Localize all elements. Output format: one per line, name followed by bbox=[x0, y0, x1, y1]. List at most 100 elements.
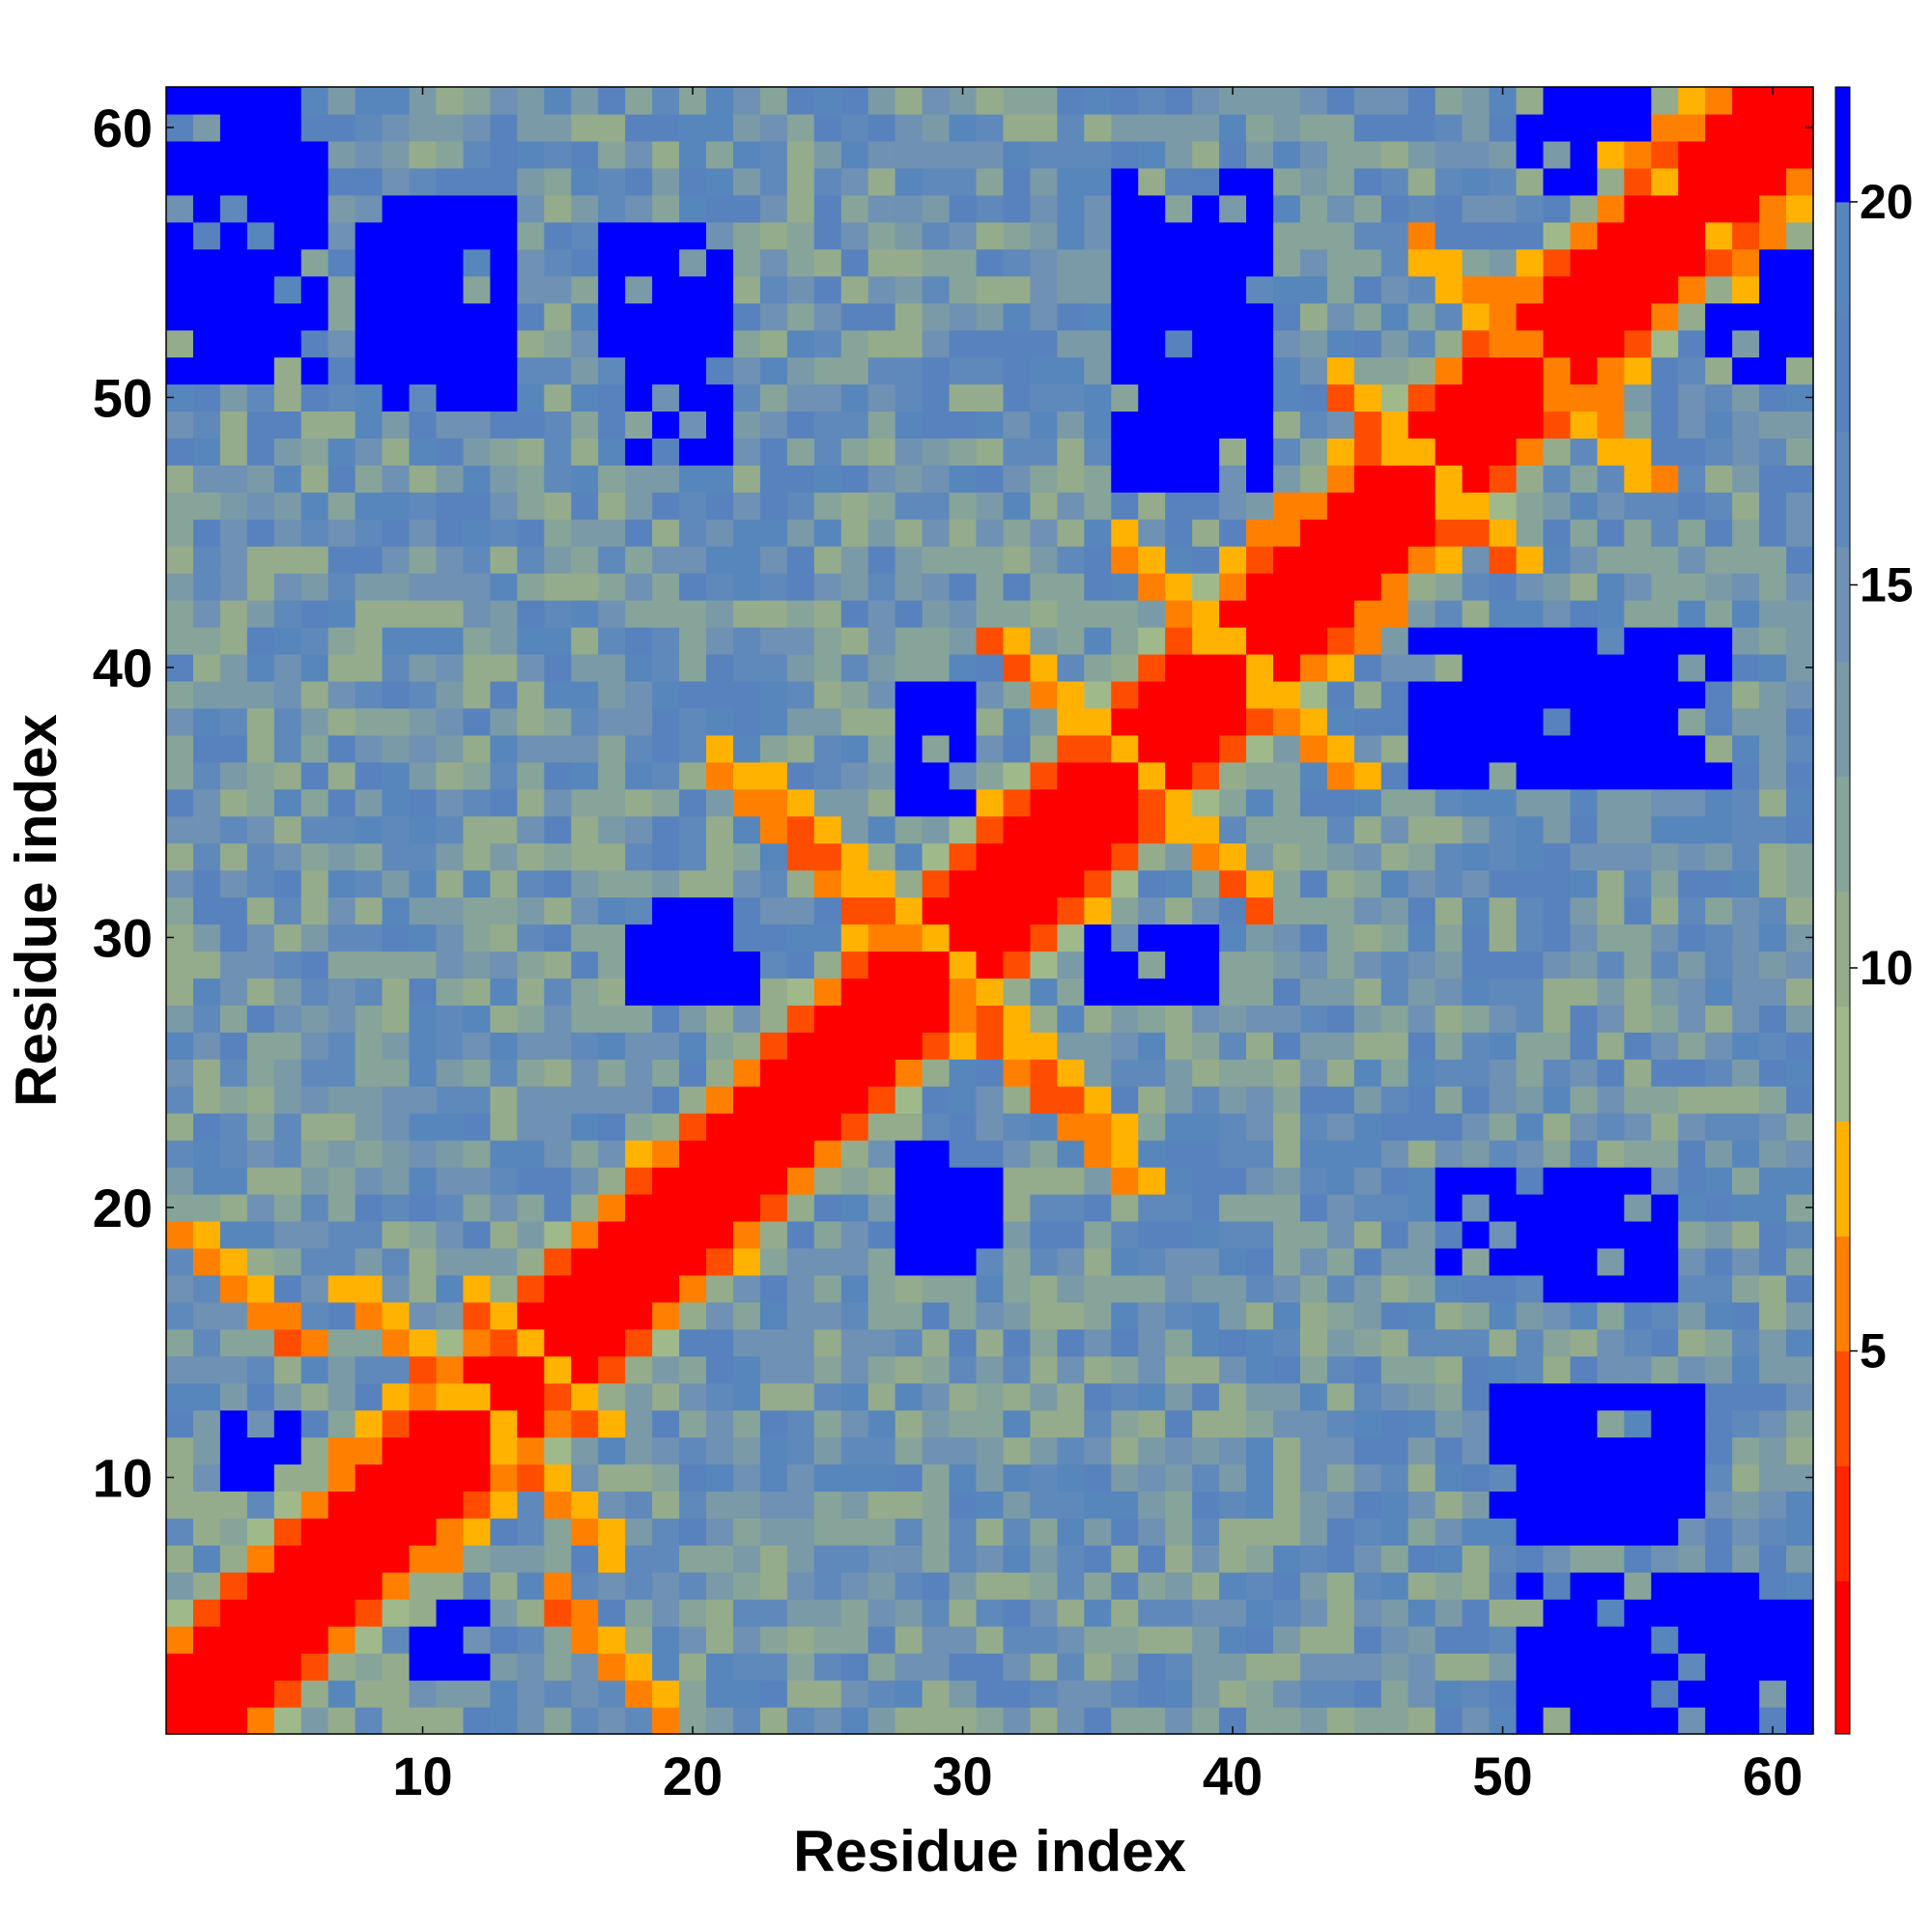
heatmap-cell bbox=[1732, 600, 1760, 628]
heatmap-cell bbox=[544, 1409, 572, 1438]
heatmap-cell bbox=[1030, 653, 1058, 682]
heatmap-cell bbox=[1246, 1382, 1274, 1411]
heatmap-cell bbox=[1543, 1680, 1572, 1708]
heatmap-cell bbox=[192, 680, 221, 709]
heatmap-cell bbox=[1759, 1572, 1787, 1600]
heatmap-cell bbox=[544, 1626, 572, 1654]
heatmap-cell bbox=[1786, 951, 1814, 979]
heatmap-cell bbox=[949, 788, 978, 817]
heatmap-cell bbox=[382, 1059, 411, 1087]
heatmap-cell bbox=[436, 1032, 465, 1060]
heatmap-cell bbox=[490, 1572, 518, 1600]
heatmap-cell bbox=[409, 1463, 438, 1492]
heatmap-cell bbox=[1111, 546, 1139, 574]
heatmap-cell bbox=[1138, 896, 1166, 925]
heatmap-cell bbox=[436, 1355, 465, 1384]
heatmap-cell bbox=[571, 978, 599, 1006]
heatmap-cell bbox=[679, 627, 707, 655]
heatmap-cell bbox=[1624, 680, 1652, 709]
heatmap-cell bbox=[1462, 1113, 1491, 1141]
heatmap-cell bbox=[1030, 1086, 1058, 1114]
heatmap-cell bbox=[1272, 438, 1301, 466]
heatmap-cell bbox=[192, 329, 221, 358]
heatmap-cell bbox=[625, 87, 653, 115]
heatmap-cell bbox=[571, 356, 599, 385]
heatmap-cell bbox=[652, 1140, 680, 1168]
heatmap-cell bbox=[1003, 1436, 1032, 1465]
heatmap-cell bbox=[1057, 384, 1085, 412]
heatmap-cell bbox=[840, 356, 869, 385]
heatmap-cell bbox=[1732, 546, 1760, 574]
heatmap-cell bbox=[1299, 869, 1328, 898]
heatmap-cell bbox=[1678, 1463, 1706, 1492]
heatmap-cell bbox=[490, 1301, 518, 1330]
heatmap-cell bbox=[382, 627, 411, 655]
heatmap-cell bbox=[1489, 1220, 1518, 1249]
heatmap-cell bbox=[1786, 248, 1814, 277]
heatmap-cell bbox=[1759, 1436, 1787, 1465]
heatmap-cell bbox=[1246, 1140, 1274, 1168]
heatmap-cell bbox=[382, 923, 411, 952]
heatmap-cell bbox=[1380, 248, 1409, 277]
heatmap-cell bbox=[1678, 680, 1706, 709]
heatmap-cell bbox=[273, 1545, 302, 1573]
heatmap-cell bbox=[786, 627, 815, 655]
heatmap-cell bbox=[1705, 573, 1733, 601]
heatmap-cell bbox=[652, 411, 680, 439]
heatmap-cell bbox=[1489, 978, 1518, 1006]
heatmap-cell bbox=[652, 1545, 680, 1573]
heatmap-cell bbox=[1246, 1274, 1274, 1303]
heatmap-cell bbox=[1326, 1518, 1355, 1546]
heatmap-cell bbox=[895, 1328, 923, 1357]
heatmap-cell bbox=[1003, 1409, 1032, 1438]
heatmap-cell bbox=[625, 167, 653, 196]
heatmap-cell bbox=[1138, 707, 1166, 736]
heatmap-cell bbox=[1353, 978, 1382, 1006]
heatmap-cell bbox=[436, 1328, 465, 1357]
heatmap-cell bbox=[192, 761, 221, 790]
heatmap-cell bbox=[219, 1355, 248, 1384]
heatmap-cell bbox=[895, 1599, 923, 1627]
heatmap-cell bbox=[976, 329, 1005, 358]
heatmap-cell bbox=[679, 1626, 707, 1654]
heatmap-cell bbox=[1759, 384, 1787, 412]
heatmap-cell bbox=[732, 546, 761, 574]
heatmap-cell bbox=[1624, 356, 1652, 385]
heatmap-cell bbox=[1786, 869, 1814, 898]
heatmap-cell bbox=[679, 329, 707, 358]
heatmap-cell bbox=[273, 707, 302, 736]
heatmap-cell bbox=[382, 1328, 411, 1357]
heatmap-cell bbox=[1165, 1463, 1193, 1492]
heatmap-cell bbox=[1678, 1653, 1706, 1681]
heatmap-cell bbox=[246, 1572, 275, 1600]
heatmap-cell bbox=[327, 87, 356, 115]
heatmap-cell bbox=[1597, 573, 1625, 601]
heatmap-cell bbox=[1219, 1086, 1247, 1114]
heatmap-cell bbox=[813, 1518, 842, 1546]
heatmap-cell bbox=[166, 978, 194, 1006]
heatmap-cell bbox=[1489, 707, 1518, 736]
heatmap-cell bbox=[1759, 140, 1787, 169]
heatmap-cell bbox=[1678, 492, 1706, 520]
heatmap-cell bbox=[1084, 978, 1112, 1006]
heatmap-cell bbox=[867, 1463, 896, 1492]
heatmap-cell bbox=[463, 761, 492, 790]
heatmap-cell bbox=[706, 87, 734, 115]
heatmap-cell bbox=[1435, 1491, 1463, 1519]
heatmap-cell bbox=[1030, 221, 1058, 250]
heatmap-cell bbox=[895, 1491, 923, 1519]
heatmap-cell bbox=[409, 815, 438, 844]
heatmap-cell bbox=[1624, 1220, 1652, 1249]
heatmap-cell bbox=[625, 546, 653, 574]
heatmap-cell bbox=[732, 194, 761, 223]
x-tick-label: 20 bbox=[663, 1746, 723, 1806]
heatmap-cell bbox=[219, 1220, 248, 1249]
heatmap-cell bbox=[786, 1059, 815, 1087]
heatmap-cell bbox=[273, 1409, 302, 1438]
heatmap-cell bbox=[1165, 842, 1193, 871]
heatmap-cell bbox=[219, 1059, 248, 1087]
heatmap-cell bbox=[490, 1086, 518, 1114]
heatmap-cell bbox=[1030, 1167, 1058, 1195]
heatmap-cell bbox=[813, 411, 842, 439]
heatmap-cell bbox=[571, 1167, 599, 1195]
